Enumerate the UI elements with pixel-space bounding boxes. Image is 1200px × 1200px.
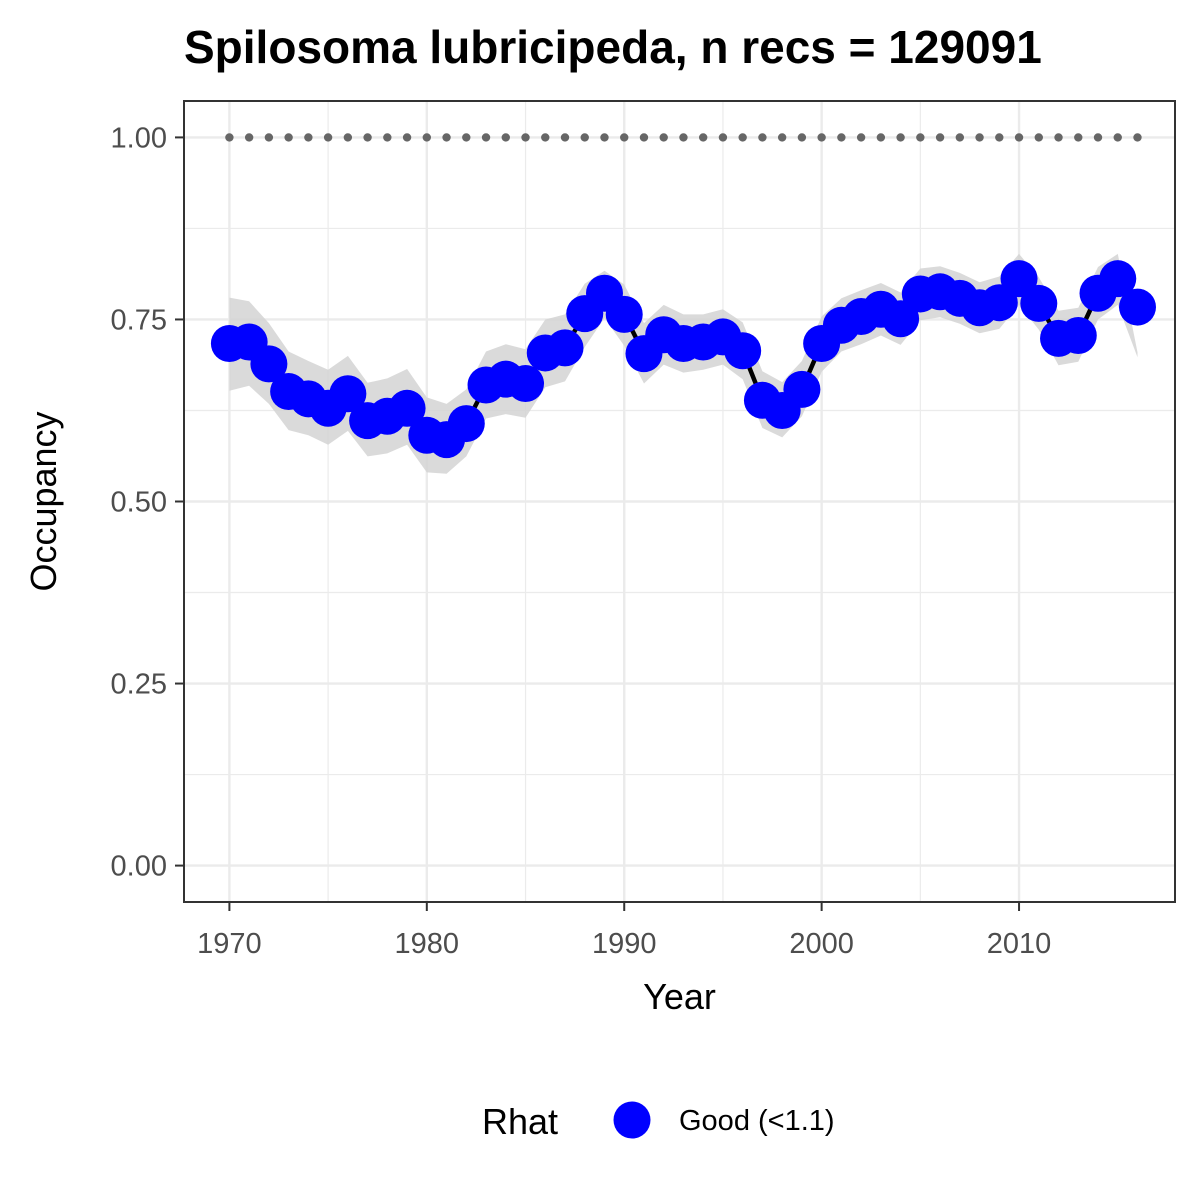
- reference-dot: [1014, 133, 1024, 142]
- reference-dot: [995, 133, 1004, 142]
- data-point: [1059, 316, 1097, 354]
- chart-title: Spilosoma lubricipeda, n recs = 129091: [184, 21, 1042, 73]
- reference-dot: [600, 133, 609, 142]
- data-point: [882, 300, 920, 338]
- legend-label-good: Good (<1.1): [679, 1105, 835, 1137]
- x-axis-title: Year: [643, 976, 716, 1017]
- reference-dot: [718, 133, 728, 142]
- reference-dot: [225, 133, 234, 142]
- reference-dot: [916, 133, 925, 142]
- reference-dot: [817, 133, 826, 142]
- y-tick-label: 0.50: [111, 487, 167, 519]
- data-point: [1000, 260, 1038, 298]
- reference-dot: [1034, 133, 1043, 142]
- data-point: [783, 370, 821, 408]
- y-tick-label: 1.00: [111, 122, 167, 154]
- reference-dot: [264, 133, 274, 142]
- reference-dot: [481, 133, 491, 142]
- y-tick-label: 0.25: [111, 669, 167, 701]
- data-point: [605, 295, 643, 333]
- reference-dot: [797, 133, 807, 142]
- reference-dot: [935, 133, 945, 142]
- data-point: [546, 329, 584, 367]
- legend-title: Rhat: [482, 1101, 558, 1142]
- data-point: [388, 389, 426, 427]
- legend-key-good: [613, 1101, 651, 1139]
- legend: Rhat Good (<1.1): [482, 1101, 835, 1142]
- data-point: [724, 332, 762, 370]
- reference-dot: [955, 133, 965, 142]
- reference-dot: [244, 133, 254, 142]
- data-point: [1020, 284, 1058, 322]
- data-point: [447, 405, 485, 443]
- reference-dot: [383, 133, 392, 142]
- reference-dot: [896, 133, 905, 142]
- reference-dot: [975, 133, 984, 142]
- reference-dot: [284, 133, 293, 142]
- axes: 1970 1980 1990 2000 2010 0.00 0.25 0.50 0.75 1.00: [111, 122, 1052, 960]
- reference-dot: [837, 133, 846, 142]
- reference-dot: [304, 133, 313, 142]
- reference-dot: [1113, 133, 1122, 142]
- reference-dot: [620, 133, 629, 142]
- reference-dot: [462, 133, 471, 142]
- reference-dot: [856, 133, 866, 142]
- reference-dot: [363, 133, 372, 142]
- reference-dot: [1074, 133, 1083, 142]
- reference-dot: [698, 133, 708, 142]
- reference-dot: [343, 133, 353, 142]
- reference-dot: [560, 133, 570, 142]
- x-tick-label: 1970: [197, 928, 262, 960]
- reference-dot: [442, 133, 451, 142]
- reference-dot: [1093, 133, 1103, 142]
- plot-area: [184, 101, 1175, 902]
- reference-dot: [422, 133, 432, 142]
- reference-dot: [758, 133, 767, 142]
- reference-dot: [541, 133, 550, 142]
- reference-dot: [402, 133, 412, 142]
- y-tick-label: 0.00: [111, 851, 167, 883]
- reference-dot: [521, 133, 530, 142]
- reference-dot: [580, 133, 589, 142]
- reference-dot: [1054, 133, 1063, 142]
- data-point: [250, 345, 288, 383]
- x-tick-label: 2000: [789, 928, 854, 960]
- data-point: [1118, 288, 1156, 326]
- x-tick-label: 2010: [987, 928, 1052, 960]
- reference-dot: [501, 133, 510, 142]
- reference-dot: [876, 133, 886, 142]
- x-tick-label: 1980: [395, 928, 460, 960]
- reference-dot: [323, 133, 333, 142]
- reference-dot: [777, 133, 787, 142]
- x-tick-label: 1990: [592, 928, 657, 960]
- y-tick-label: 0.75: [111, 304, 167, 336]
- reference-dot: [679, 133, 688, 142]
- data-point: [329, 375, 367, 413]
- reference-dot: [639, 133, 649, 142]
- data-point: [1099, 260, 1137, 298]
- reference-dot: [738, 133, 747, 142]
- reference-dot: [1133, 133, 1142, 142]
- data-point: [507, 365, 545, 403]
- y-axis-title: Occupancy: [23, 411, 64, 591]
- reference-dot: [659, 133, 668, 142]
